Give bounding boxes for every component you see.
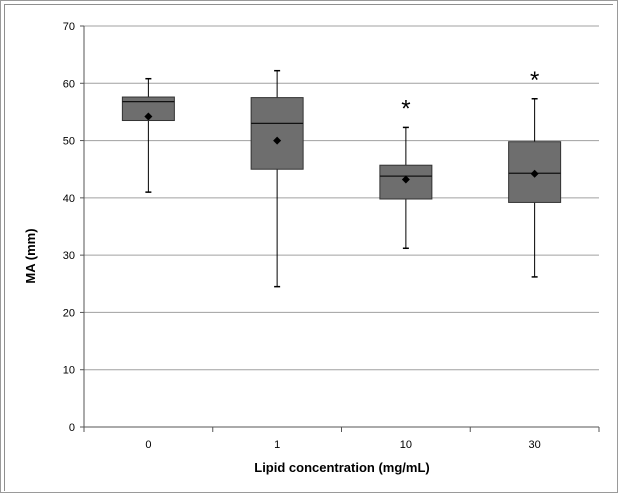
significance-marker-10: * <box>401 95 410 122</box>
iqr-box-1 <box>250 97 304 170</box>
chart-inner-border <box>4 4 613 491</box>
y-tick-label-20: 20 <box>63 307 75 319</box>
y-axis-label: MA (mm) <box>23 228 38 283</box>
y-tick-label-60: 60 <box>63 78 75 90</box>
box-10: * <box>379 95 433 250</box>
y-tick-label-30: 30 <box>63 250 75 262</box>
x-axis-label: Lipid concentration (mg/mL) <box>254 460 430 475</box>
y-tick-label-70: 70 <box>63 21 75 33</box>
y-tick-label-40: 40 <box>63 193 75 205</box>
axis-layer: 0 10 20 30 40 50 60 70 0 1 10 30 <box>63 21 600 451</box>
iqr-box-0 <box>121 96 175 122</box>
mean-marker-30 <box>530 169 539 178</box>
box-0 <box>121 77 175 193</box>
y-tick-label-0: 0 <box>69 422 75 434</box>
x-tick-label-30: 30 <box>529 439 541 451</box>
x-tick-label-10: 10 <box>400 439 412 451</box>
box-1 <box>250 69 304 288</box>
mean-marker-1 <box>273 136 282 145</box>
x-tick-label-0: 0 <box>145 439 151 451</box>
significance-marker-30: * <box>530 67 539 94</box>
mean-marker-10 <box>401 175 410 184</box>
y-tick-label-50: 50 <box>63 136 75 148</box>
box-layer: ** <box>121 67 562 288</box>
x-tick-label-1: 1 <box>274 439 280 451</box>
mean-marker-0 <box>144 112 153 121</box>
box-30: * <box>508 67 562 278</box>
y-tick-label-10: 10 <box>63 365 75 377</box>
